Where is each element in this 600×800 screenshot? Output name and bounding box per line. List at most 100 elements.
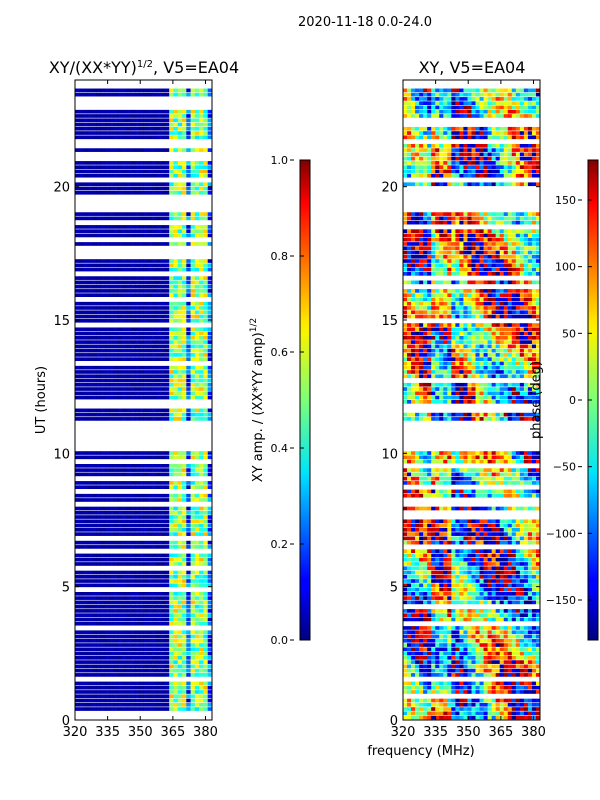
amp-cell xyxy=(96,212,101,216)
amp-cell xyxy=(134,579,140,583)
phase-cell xyxy=(495,634,501,639)
amp-cell xyxy=(173,574,179,579)
phase-cell xyxy=(419,673,424,677)
amp-cell xyxy=(182,276,187,280)
phase-cell xyxy=(527,553,533,558)
phase-cell xyxy=(495,613,501,617)
amp-cell xyxy=(207,613,213,617)
phase-cell xyxy=(407,549,412,553)
amp-cell xyxy=(83,660,89,664)
amp-cell xyxy=(117,574,123,579)
phase-cell xyxy=(467,528,472,532)
amp-cell xyxy=(169,344,174,349)
phase-cell xyxy=(531,643,537,647)
amp-cell xyxy=(173,267,179,272)
amp-cell xyxy=(113,267,119,272)
amp-cell xyxy=(199,498,204,502)
amp-cell xyxy=(169,592,174,596)
amp-cell xyxy=(182,656,187,660)
amp-cell xyxy=(104,165,110,169)
amp-cell xyxy=(79,472,84,477)
phase-cell xyxy=(431,592,436,596)
amp-cell xyxy=(152,412,157,417)
amp-cell xyxy=(134,643,140,647)
amp-cell xyxy=(156,604,161,609)
phase-cell xyxy=(487,660,492,664)
amp-cell xyxy=(152,327,157,332)
amp-cell xyxy=(109,481,114,485)
phase-cell xyxy=(499,651,505,656)
amp-cell xyxy=(139,613,144,617)
phase-cell xyxy=(479,506,484,511)
amp-cell xyxy=(113,664,119,669)
amp-cell xyxy=(147,664,153,669)
amp-cell xyxy=(96,498,101,502)
amp-cell xyxy=(207,600,213,605)
amp-cell xyxy=(169,109,174,114)
amp-cell xyxy=(92,370,97,374)
phase-cell xyxy=(531,651,537,656)
amp-cell xyxy=(87,579,93,583)
amp-cell xyxy=(173,557,179,562)
phase-cell xyxy=(427,685,432,690)
amp-cell xyxy=(152,92,157,97)
amp-cell xyxy=(194,118,200,123)
phase-cell xyxy=(475,690,480,694)
phase-cell xyxy=(483,562,488,566)
phase-cell xyxy=(511,536,517,541)
amp-cell xyxy=(164,506,170,511)
phase-cell xyxy=(423,583,428,588)
phase-cell xyxy=(403,609,408,613)
phase-cell xyxy=(459,574,464,579)
amp-cell xyxy=(173,523,179,528)
amp-cell xyxy=(147,523,153,528)
phase-cell xyxy=(463,579,468,583)
phase-cell xyxy=(407,711,412,716)
amp-cell xyxy=(75,314,80,319)
amp-cell xyxy=(87,289,93,293)
amp-cell xyxy=(109,92,114,97)
phase-cell xyxy=(535,681,541,686)
phase-cell xyxy=(527,647,533,652)
amp-cell xyxy=(143,336,149,340)
amp-cell xyxy=(152,643,157,647)
phase-cell xyxy=(503,673,509,677)
amp-cell xyxy=(75,169,80,174)
amp-cell xyxy=(186,485,191,489)
phase-cell xyxy=(519,523,525,528)
amp-cell xyxy=(169,685,174,690)
amp-cell xyxy=(203,698,209,703)
amp-cell xyxy=(96,148,101,152)
amp-cell xyxy=(173,468,179,472)
amp-cell xyxy=(100,365,106,370)
amp-cell xyxy=(75,681,80,686)
amp-cell xyxy=(100,664,106,669)
phase-cell xyxy=(495,523,501,528)
phase-cell xyxy=(427,489,432,494)
amp-cell xyxy=(87,357,93,361)
amp-cell xyxy=(173,510,179,515)
phase-cell xyxy=(531,613,537,617)
amp-cell xyxy=(207,681,213,686)
amp-cell xyxy=(109,574,114,579)
phase-cell xyxy=(467,647,472,652)
amp-cell xyxy=(177,553,183,558)
phase-cell xyxy=(411,613,416,617)
phase-cell xyxy=(447,643,452,647)
amp-cell xyxy=(117,694,123,699)
amp-cell xyxy=(139,570,144,575)
amp-cell xyxy=(130,609,136,613)
amp-cell xyxy=(160,609,166,613)
phase-cell xyxy=(479,600,484,605)
amp-cell xyxy=(100,310,106,315)
amp-cell xyxy=(113,314,119,319)
phase-cell xyxy=(523,592,529,596)
phase-cell xyxy=(527,528,533,532)
amp-cell xyxy=(194,412,200,417)
phase-cell xyxy=(531,647,537,652)
amp-cell xyxy=(92,609,97,613)
amp-cell xyxy=(169,673,174,677)
phase-cell xyxy=(531,523,537,528)
amp-cell xyxy=(92,617,97,622)
phase-cell xyxy=(447,707,452,711)
